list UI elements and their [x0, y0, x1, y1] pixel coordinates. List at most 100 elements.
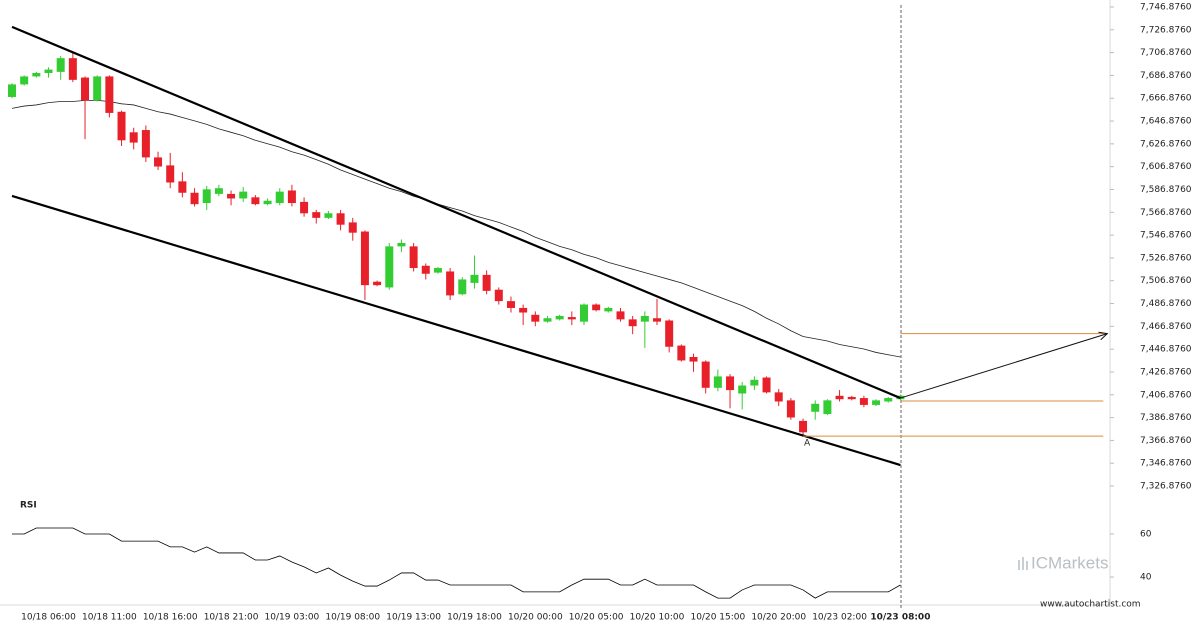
x-tick-label: 10/20 20:00 [751, 613, 806, 623]
y-tick-label: 7,386.8760 [1140, 413, 1192, 423]
candle-body [129, 132, 138, 143]
x-tick-label: 10/20 05:00 [569, 613, 624, 623]
candle-body [628, 319, 637, 327]
candle-body [701, 361, 710, 388]
candle-body [385, 246, 394, 288]
x-tick-label: 10/19 18:00 [447, 613, 502, 623]
candle-body [604, 307, 613, 312]
y-tick-label: 7,726.8760 [1140, 25, 1192, 35]
candle-body [141, 130, 150, 158]
candle-body [409, 246, 418, 269]
candle-body [506, 301, 515, 308]
candle-body [653, 318, 662, 322]
candle-body [312, 212, 321, 218]
x-tick-label: 10/20 00:00 [508, 613, 563, 623]
y-tick-label: 7,706.8760 [1140, 48, 1192, 58]
rsi-title: RSI [20, 501, 37, 511]
candle-body [81, 77, 90, 101]
y-tick-label: 7,566.8760 [1140, 208, 1192, 218]
candle-body [421, 265, 430, 274]
y-tick-label: 7,546.8760 [1140, 231, 1192, 241]
candle-body [178, 181, 187, 193]
candle-body [823, 400, 832, 415]
x-tick-label: 10/18 11:00 [82, 613, 137, 623]
candle-body [32, 72, 41, 77]
candle-body [8, 84, 16, 97]
candle-body [287, 190, 296, 204]
candle-body [275, 191, 284, 204]
candle-body [835, 395, 844, 400]
candle-body [470, 274, 479, 283]
y-tick-label: 7,446.8760 [1140, 345, 1192, 355]
candle-body [202, 189, 211, 204]
candle-body [640, 315, 649, 322]
candle-body [567, 317, 576, 320]
candle-body [324, 213, 333, 218]
candle-body [543, 318, 552, 322]
candle-body [251, 197, 260, 205]
candle-body [689, 357, 698, 362]
forecast-arrow [900, 333, 1108, 399]
x-tick-label: 10/19 08:00 [325, 613, 380, 623]
x-tick-label: 10/20 10:00 [630, 613, 685, 623]
candle-body [494, 289, 503, 302]
candle-body [750, 379, 759, 386]
candle-body [348, 222, 357, 233]
y-tick-label: 7,526.8760 [1140, 253, 1192, 263]
candle-body [872, 400, 881, 405]
y-tick-label: 7,666.8760 [1140, 94, 1192, 104]
candle-body [482, 274, 491, 291]
logo-bar [1018, 560, 1020, 570]
candle-body [373, 281, 382, 286]
trend-line [11, 25, 901, 400]
moving-average [11, 99, 901, 358]
x-tick-label: 10/19 13:00 [386, 613, 441, 623]
candle-body [726, 376, 735, 391]
x-tick-label: 10/23 02:00 [812, 613, 867, 623]
x-tick-label: 10/23 08:00 [870, 613, 930, 623]
y-tick-label: 7,746.8760 [1140, 2, 1192, 12]
logo-bar [1022, 557, 1024, 570]
candle-body [799, 420, 808, 433]
candle-body [579, 304, 588, 322]
candle-body [458, 279, 467, 295]
candle-body [336, 213, 345, 225]
candle-body [190, 192, 199, 205]
y-tick-label: 7,626.8760 [1140, 139, 1192, 149]
candle-body [93, 76, 102, 101]
y-tick-label: 7,486.8760 [1140, 299, 1192, 309]
y-tick-label: 7,326.8760 [1140, 482, 1192, 492]
candle-body [433, 268, 442, 273]
candle-body [665, 320, 674, 347]
y-tick-label: 7,466.8760 [1140, 322, 1192, 332]
candle-body [239, 191, 248, 199]
trend-line [11, 194, 901, 467]
y-tick-label: 7,506.8760 [1140, 276, 1192, 286]
y-tick-label: 60 [1140, 529, 1152, 539]
candle-body [397, 242, 406, 247]
candle-body [531, 314, 540, 322]
candle-body [811, 403, 820, 412]
x-tick-label: 10/18 21:00 [204, 613, 259, 623]
candle-body [117, 111, 126, 141]
y-tick-label: 7,366.8760 [1140, 436, 1192, 446]
candle-body [519, 307, 528, 313]
candle-body [263, 200, 272, 205]
y-tick-label: 7,606.8760 [1140, 162, 1192, 172]
candle-body [44, 69, 53, 73]
y-tick-label: 7,426.8760 [1140, 367, 1192, 377]
candle-body [300, 201, 309, 214]
y-tick-label: 40 [1140, 573, 1152, 583]
candle-body [786, 400, 795, 418]
candle-body [847, 396, 856, 400]
y-tick-label: 7,686.8760 [1140, 71, 1192, 81]
candle-body [154, 157, 163, 167]
rsi-line [12, 527, 901, 599]
candle-body [859, 398, 868, 405]
candle-body [738, 385, 747, 394]
candle-body [762, 377, 771, 393]
candle-body [884, 398, 893, 402]
candle-body [56, 58, 65, 72]
